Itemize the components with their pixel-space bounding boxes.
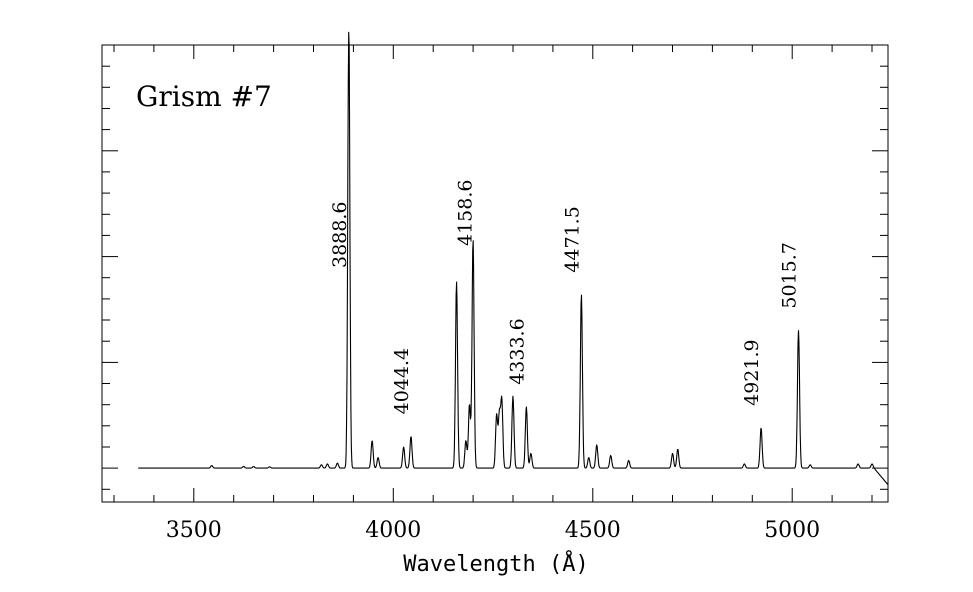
line-label: 3888.6: [329, 202, 351, 268]
line-label: 4333.6: [506, 318, 528, 384]
line-label: 4471.5: [561, 206, 583, 272]
x-axis-label: Wavelength (Å): [403, 550, 588, 577]
line-label: 4158.6: [455, 180, 477, 246]
x-tick-label: 4500: [565, 518, 621, 543]
x-tick-label: 5000: [764, 518, 820, 543]
x-tick-label: 3500: [166, 518, 222, 543]
line-label: 5015.7: [779, 242, 801, 308]
plot-frame: [101, 44, 889, 503]
line-label: 4044.4: [391, 348, 413, 414]
line-label: 4921.9: [741, 339, 763, 405]
x-tick-labels: 3500 4000 4500 5000: [166, 518, 820, 543]
x-tick-label: 4000: [365, 518, 421, 543]
axis-ticks: [102, 44, 888, 502]
line-annotations: 3888.6 4044.4 4158.6 4333.6 4471.5 4921.9 5015…: [329, 180, 801, 415]
chart-title: Grism #7: [136, 80, 272, 113]
spectrum-line: [138, 31, 889, 486]
